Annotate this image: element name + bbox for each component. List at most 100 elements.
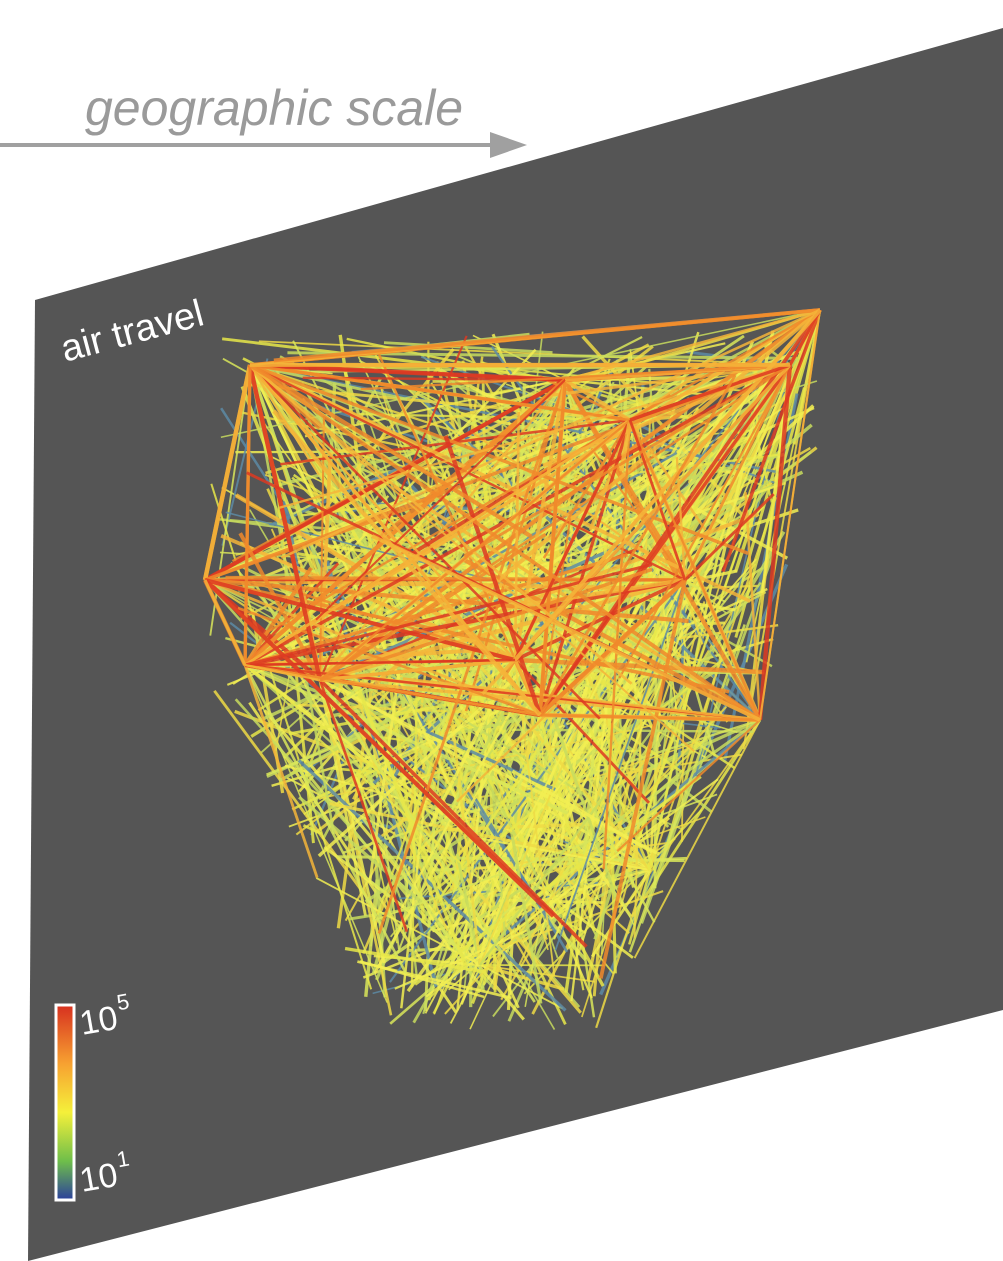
busy-route <box>244 663 541 717</box>
busy-route <box>628 419 762 721</box>
route <box>430 731 556 791</box>
busy-route <box>629 363 791 422</box>
route <box>303 659 516 815</box>
route <box>297 759 567 1012</box>
route <box>373 407 700 974</box>
busy-route <box>377 352 542 716</box>
busy-route <box>538 379 567 716</box>
route <box>414 775 702 986</box>
route <box>394 929 529 990</box>
busy-route <box>564 308 821 382</box>
colorbar-min-label: 10 1 <box>77 1146 131 1200</box>
route <box>734 387 806 638</box>
busy-route <box>744 492 762 721</box>
colorbar-max-base: 10 <box>77 999 121 1043</box>
colorbar-max-label: 10 5 <box>77 989 131 1043</box>
route <box>425 778 719 998</box>
busy-route <box>248 363 762 722</box>
busy-route <box>244 658 516 667</box>
route <box>321 724 653 800</box>
busy-route <box>683 364 792 581</box>
route <box>628 624 746 953</box>
route <box>593 763 655 940</box>
busy-route <box>280 308 821 560</box>
route <box>428 659 517 828</box>
busy-route <box>249 362 566 383</box>
busy-route <box>243 664 319 879</box>
route <box>634 309 822 845</box>
route <box>243 664 408 975</box>
route <box>372 793 718 922</box>
route <box>426 737 708 1001</box>
route <box>317 737 463 866</box>
route <box>383 341 553 354</box>
route <box>344 946 486 974</box>
route <box>298 795 423 904</box>
busy-route <box>315 379 566 621</box>
busy-route <box>238 532 322 681</box>
busy-route <box>542 419 632 559</box>
busy-route <box>552 363 791 397</box>
busy-route <box>788 309 822 366</box>
busy-route <box>247 364 323 681</box>
route <box>535 561 658 605</box>
route <box>315 877 564 1010</box>
route <box>244 664 434 816</box>
busy-route <box>443 435 543 716</box>
route <box>633 719 761 959</box>
busy-route <box>538 578 687 717</box>
busy-route <box>204 577 516 663</box>
busy-route <box>272 409 542 717</box>
route <box>249 363 408 401</box>
busy-route <box>616 719 761 852</box>
busy-route <box>319 532 547 682</box>
route <box>626 719 761 905</box>
busy-route <box>371 534 761 722</box>
busy-route <box>757 364 793 721</box>
busy-route <box>513 308 822 662</box>
route <box>257 413 600 901</box>
busy-route <box>513 419 632 661</box>
route <box>529 528 773 668</box>
route <box>632 530 786 784</box>
busy-route <box>249 363 631 422</box>
busy-route <box>758 309 822 721</box>
route <box>302 824 322 835</box>
busy-route <box>683 493 775 582</box>
route <box>553 369 792 940</box>
busy-route <box>628 419 687 581</box>
arrow-head <box>490 132 527 158</box>
busy-route <box>249 363 752 603</box>
busy-route <box>244 418 631 667</box>
route <box>318 472 652 871</box>
busy-route <box>204 577 625 591</box>
busy-route <box>319 512 759 682</box>
busy-route <box>278 363 791 509</box>
route <box>455 853 482 966</box>
busy-route <box>618 364 791 679</box>
busy-route <box>319 658 516 682</box>
busy-route <box>249 364 601 720</box>
busy-route <box>243 566 313 667</box>
busy-route <box>598 579 687 979</box>
route <box>368 673 401 883</box>
busy-route <box>244 648 477 667</box>
busy-route <box>249 364 695 752</box>
route <box>323 684 536 1003</box>
route <box>590 869 652 958</box>
route <box>628 869 652 945</box>
busy-route <box>248 363 533 539</box>
busy-route <box>243 364 252 666</box>
busy-route <box>675 457 687 581</box>
busy-route <box>203 378 567 582</box>
colorbar <box>54 1003 76 1202</box>
busy-route <box>538 374 737 716</box>
colorbar-min-exp: 1 <box>115 1146 131 1173</box>
route <box>244 663 569 815</box>
busy-route <box>539 713 761 722</box>
busy-route <box>202 364 253 581</box>
busy-route <box>628 419 707 531</box>
scale-label: geographic scale <box>85 80 463 136</box>
